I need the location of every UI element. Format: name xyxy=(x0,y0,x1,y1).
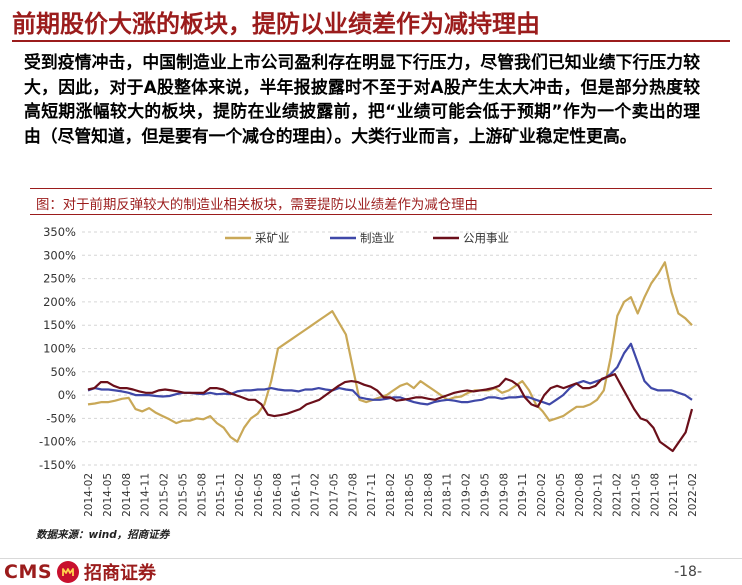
x-tick-label: 2017-05 xyxy=(328,473,340,517)
cms-emblem-icon xyxy=(57,561,80,583)
x-tick-label: 2018-11 xyxy=(442,473,454,517)
y-tick-label: 300% xyxy=(43,248,76,262)
footer-divider xyxy=(0,558,742,559)
title-divider xyxy=(12,40,730,42)
x-tick-label: 2021-05 xyxy=(630,473,642,517)
x-tick-label: 2014-08 xyxy=(121,473,133,517)
page-title: 前期股价大涨的板块，提防以业绩差作为减持理由 xyxy=(12,10,540,38)
x-tick-label: 2019-02 xyxy=(461,473,473,517)
logo-text: CMS xyxy=(4,561,53,583)
y-tick-label: -100% xyxy=(39,435,76,449)
x-tick-label: 2018-08 xyxy=(423,473,435,517)
x-tick-label: 2014-02 xyxy=(83,473,95,517)
series-line xyxy=(87,261,693,443)
y-tick-label: 250% xyxy=(43,272,76,286)
x-tick-label: 2020-05 xyxy=(555,473,567,517)
x-tick-label: 2016-05 xyxy=(253,473,265,517)
x-tick-label: 2019-11 xyxy=(517,473,529,517)
x-tick-label: 2022-02 xyxy=(687,473,699,517)
data-source: 数据来源：wind，招商证券 xyxy=(36,529,170,541)
x-tick-label: 2017-11 xyxy=(366,473,378,517)
y-tick-label: 200% xyxy=(43,295,76,309)
caption-top-divider xyxy=(30,188,712,189)
x-tick-label: 2019-05 xyxy=(479,473,491,517)
figure-caption: 图：对于前期反弹较大的制造业相关板块，需要提防以业绩差作为减仓理由 xyxy=(36,198,478,213)
x-tick-label: 2016-02 xyxy=(234,473,246,517)
x-tick-label: 2018-02 xyxy=(385,473,397,517)
caption-divider xyxy=(30,214,712,215)
y-tick-label: -50% xyxy=(46,411,76,425)
page-number: -18- xyxy=(674,564,702,580)
x-tick-label: 2021-08 xyxy=(649,473,661,517)
x-tick-label: 2021-02 xyxy=(612,473,624,517)
line-chart: -150% -100% -50% 0% 50% 100% 150% 200% 250% 300% 3… xyxy=(39,225,699,517)
x-tick-label: 2020-02 xyxy=(536,473,548,517)
x-tick-label: 2014-11 xyxy=(140,473,152,517)
legend-label: 公用事业 xyxy=(463,231,509,245)
y-tick-label: -150% xyxy=(39,458,76,472)
x-tick-label: 2015-11 xyxy=(215,473,227,517)
x-tick-label: 2015-05 xyxy=(177,473,189,517)
x-tick-label: 2021-11 xyxy=(668,473,680,517)
x-tick-label: 2020-11 xyxy=(593,473,605,517)
x-tick-label: 2018-05 xyxy=(404,473,416,517)
y-tick-label: 150% xyxy=(43,318,76,332)
x-tick-label: 2016-11 xyxy=(291,473,303,517)
y-tick-label: 100% xyxy=(43,342,76,356)
company-logo: CMS 招商证券 xyxy=(4,560,156,584)
x-tick-label: 2015-08 xyxy=(196,473,208,517)
series-line xyxy=(87,373,694,453)
logo-company-name: 招商证券 xyxy=(84,563,157,584)
x-tick-label: 2016-08 xyxy=(272,473,284,517)
x-tick-label: 2017-08 xyxy=(347,473,359,517)
grid xyxy=(82,231,698,466)
y-tick-label: 50% xyxy=(50,365,76,379)
legend-label: 采矿业 xyxy=(255,231,290,245)
body-paragraph: 受到疫情冲击，中国制造业上市公司盈利存在明显下行压力，尽管我们已知业绩下行压力较… xyxy=(24,52,700,146)
x-tick-label: 2015-02 xyxy=(159,473,171,517)
y-tick-label: 350% xyxy=(43,225,76,239)
x-tick-label: 2019-08 xyxy=(498,473,510,517)
legend-label: 制造业 xyxy=(360,231,395,245)
x-tick-label: 2014-05 xyxy=(102,473,114,517)
x-tick-label: 2017-02 xyxy=(310,473,322,517)
x-tick-label: 2020-08 xyxy=(574,473,586,517)
y-tick-label: 0% xyxy=(58,388,76,402)
